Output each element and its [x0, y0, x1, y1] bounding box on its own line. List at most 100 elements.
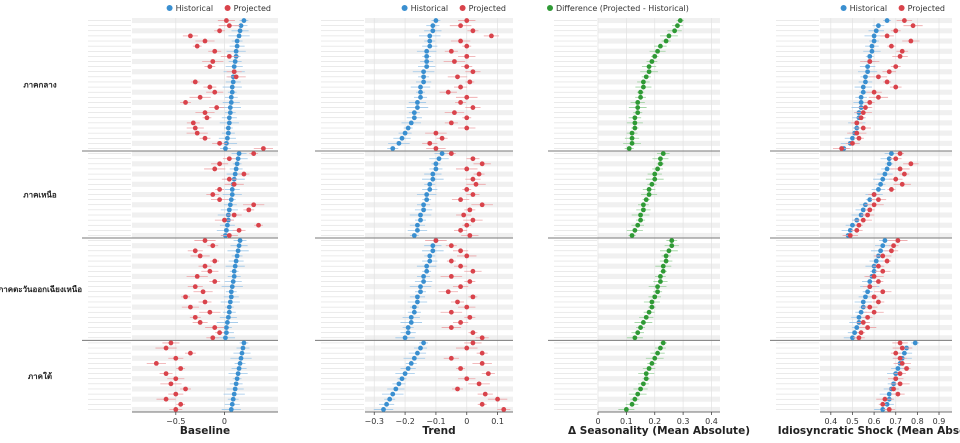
- row-stripe: [365, 48, 513, 54]
- row-stripe: [132, 345, 278, 351]
- row-stripe: [132, 325, 278, 331]
- data-point: [458, 263, 463, 269]
- data-point: [227, 110, 233, 116]
- data-point: [899, 360, 905, 366]
- data-point: [649, 299, 655, 305]
- data-point: [231, 69, 237, 75]
- data-point: [238, 23, 244, 29]
- data-point: [430, 176, 436, 182]
- data-point: [880, 253, 886, 259]
- x-tick-label: −0.5: [166, 417, 185, 426]
- data-point: [239, 350, 245, 356]
- data-point: [850, 335, 855, 341]
- data-point: [897, 340, 903, 346]
- row-stripe: [598, 18, 720, 24]
- data-point: [415, 350, 420, 356]
- row-stripe: [132, 284, 278, 290]
- data-point: [479, 202, 485, 208]
- data-point: [470, 268, 476, 274]
- data-point: [640, 207, 646, 213]
- row-stripe: [598, 58, 720, 65]
- row-stripe: [820, 191, 952, 198]
- data-point: [871, 89, 877, 95]
- data-point: [223, 146, 228, 151]
- data-point: [455, 74, 460, 80]
- row-stripe: [598, 110, 720, 116]
- data-point: [427, 258, 433, 264]
- row-stripe: [132, 222, 278, 228]
- data-point: [415, 100, 420, 105]
- row-stripe: [820, 110, 952, 116]
- data-point: [204, 115, 210, 121]
- legend-label: Historical: [176, 4, 213, 13]
- data-point: [192, 284, 198, 290]
- row-stripe: [365, 181, 513, 187]
- legend-label: Historical: [850, 4, 887, 13]
- data-point: [884, 79, 890, 85]
- data-point: [856, 222, 862, 228]
- data-point: [640, 202, 646, 208]
- row-stripe: [365, 191, 513, 198]
- data-point: [640, 320, 646, 325]
- row-stripe: [132, 376, 278, 382]
- data-point: [232, 386, 238, 392]
- data-point: [163, 396, 169, 402]
- data-point: [228, 197, 234, 203]
- data-point: [241, 171, 247, 177]
- data-point: [458, 320, 463, 325]
- data-point: [188, 304, 193, 310]
- row-stripe: [132, 18, 278, 24]
- data-point: [658, 279, 663, 284]
- row-stripe: [820, 130, 952, 136]
- data-point: [240, 345, 246, 351]
- row-stripe: [820, 345, 952, 351]
- data-point: [448, 258, 454, 264]
- row-stripe: [365, 365, 513, 372]
- data-point: [655, 166, 660, 172]
- data-point: [882, 171, 888, 177]
- panel-title: Idiosyncratic Shock (Mean Absolute): [778, 425, 960, 437]
- data-point: [470, 105, 476, 110]
- data-point: [858, 115, 864, 121]
- data-point: [427, 253, 433, 259]
- data-point: [869, 43, 875, 49]
- data-point: [233, 381, 239, 387]
- data-point: [464, 53, 470, 59]
- data-point: [880, 407, 886, 412]
- data-point: [226, 176, 232, 182]
- data-point: [663, 253, 669, 259]
- data-point: [210, 335, 216, 341]
- row-stripe: [132, 314, 278, 320]
- data-point: [652, 53, 658, 59]
- row-stripe: [132, 386, 278, 392]
- data-point: [455, 299, 460, 305]
- data-point: [411, 304, 417, 310]
- data-point: [237, 360, 243, 366]
- data-point: [908, 161, 914, 167]
- data-point: [433, 238, 439, 243]
- data-point: [424, 268, 430, 274]
- data-point: [865, 212, 871, 218]
- data-point: [646, 192, 652, 197]
- legend-marker: [840, 5, 847, 11]
- data-point: [190, 120, 196, 126]
- data-point: [212, 258, 218, 264]
- data-point: [854, 130, 860, 136]
- data-point: [224, 18, 229, 23]
- row-stripe: [598, 314, 720, 320]
- series-2: [832, 18, 923, 412]
- data-point: [464, 222, 470, 228]
- legend: Historical Projected: [166, 4, 271, 13]
- data-point: [876, 23, 881, 29]
- row-stripe: [820, 284, 952, 290]
- data-point: [886, 161, 892, 167]
- x-tick-label: 0.2: [648, 417, 661, 426]
- data-point: [210, 192, 216, 197]
- legend-marker: [224, 5, 231, 11]
- series-2: [146, 18, 273, 412]
- data-point: [224, 222, 230, 228]
- data-point: [424, 59, 430, 64]
- data-point: [638, 325, 643, 330]
